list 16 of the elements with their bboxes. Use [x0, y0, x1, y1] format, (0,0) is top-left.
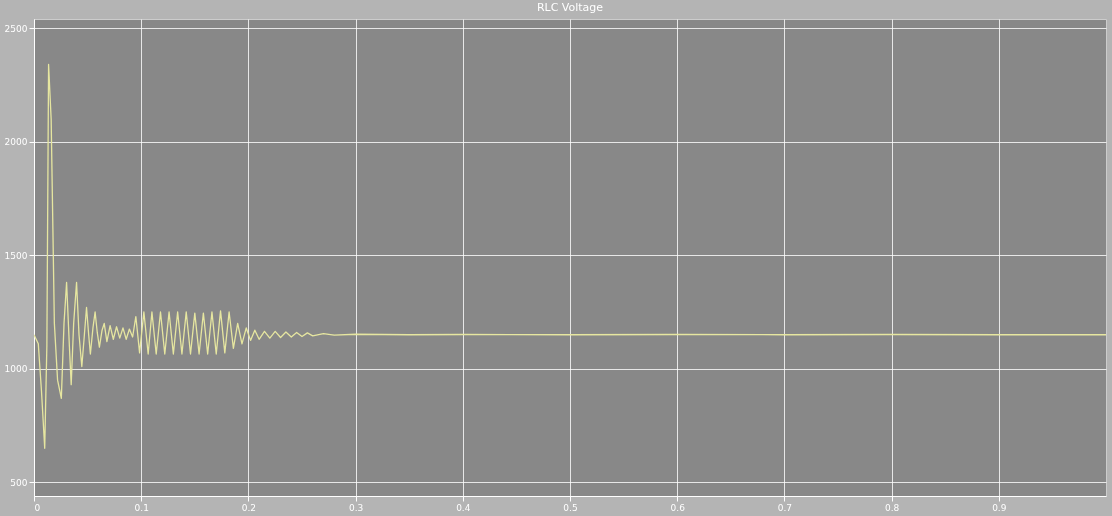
x-tick-label: 0.8	[884, 502, 900, 513]
x-tick-label: 0.7	[777, 502, 793, 513]
x-tick-label: 0.5	[563, 502, 578, 513]
x-tick-label: 0.1	[134, 502, 149, 513]
x-tick-label: 0.4	[456, 502, 471, 513]
x-tick-label: 0.2	[241, 502, 257, 513]
y-tick-label: 1500	[4, 250, 28, 261]
y-tick-label: 1000	[4, 364, 28, 375]
y-tick-label: 500	[10, 477, 28, 488]
x-tick-label: 0	[34, 502, 41, 513]
x-tick-label: 0.6	[670, 502, 686, 513]
chart-title: RLC Voltage	[536, 1, 604, 14]
x-tick-label: 0.9	[992, 502, 1007, 513]
y-tick-label: 2500	[4, 23, 28, 34]
x-tick-label: 0.3	[348, 502, 364, 513]
y-tick-label: 2000	[4, 137, 28, 148]
